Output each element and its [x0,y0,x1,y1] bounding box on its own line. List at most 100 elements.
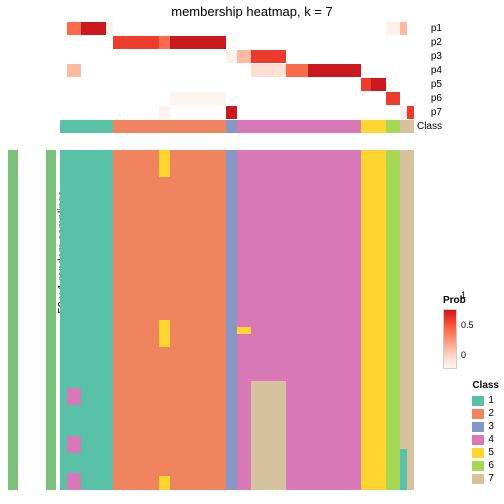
heatmap-column [361,150,372,490]
class-label: 7 [488,473,494,484]
heatmap-cell [170,22,227,35]
heatmap-cell [60,22,67,35]
heatmap-cell [226,50,237,63]
class-swatch [472,409,484,419]
heatmap-cell [113,64,159,77]
heatmap-cell [308,50,319,63]
heatmap-cell [226,78,237,91]
class-legend-row: 1 [472,394,499,407]
heatmap-cell [67,92,81,105]
heatmap-cell [371,50,385,63]
heatmap-cell [81,64,106,77]
heatmap-cell [308,22,319,35]
heatmap-cell [113,36,159,49]
heatmap-cell [237,36,251,49]
heatmap-segment [237,327,251,334]
heatmap-cell [286,106,307,119]
prob-legend-tick: 0.5 [461,320,474,330]
heatmap-cell [159,64,170,77]
heatmap-cell [407,92,414,105]
prob-legend: Prob 00.51 [443,295,499,369]
heatmap-cell [386,22,400,35]
heatmap-cell [407,64,414,77]
heatmap-cell [361,78,372,91]
heatmap-cell [400,64,407,77]
heatmap-cell [286,78,307,91]
heatmap-segment [67,388,81,405]
class-legend-row: 7 [472,472,499,485]
heatmap-cell [308,120,319,133]
prob-legend-tick: 0 [461,350,466,360]
heatmap-cell [226,92,237,105]
heatmap-cell [170,36,227,49]
heatmap-cell [371,92,385,105]
heatmap-cell [237,120,251,133]
heatmap-cell [361,64,372,77]
sampling-sidebar-outer [8,150,18,490]
heatmap-cell [106,22,113,35]
heatmap-column [371,150,385,490]
heatmap-cell [286,36,307,49]
main-heatmap [60,150,414,490]
heatmap-cell [159,50,170,63]
row-label: p4 [431,65,442,76]
heatmap-cell [81,50,106,63]
heatmap-cell [170,92,227,105]
heatmap-cell [318,36,360,49]
heatmap-column [308,150,319,490]
class-swatch [472,448,484,458]
heatmap-cell [226,36,237,49]
row-label: Class [417,121,442,132]
heatmap-cell [286,92,307,105]
heatmap-cell [106,50,113,63]
class-label: 3 [488,421,494,432]
heatmap-cell [60,106,67,119]
heatmap-cell [251,92,286,105]
class-legend-row: 5 [472,446,499,459]
heatmap-column [407,150,414,490]
heatmap-cell [67,64,81,77]
heatmap-segment [67,436,81,453]
heatmap-segment [251,381,286,490]
prob-legend-title: Prob [443,295,499,306]
heatmap-cell [81,106,106,119]
heatmap-cell [407,106,414,119]
heatmap-cell [400,106,407,119]
heatmap-cell [60,92,67,105]
heatmap-cell [226,64,237,77]
heatmap-cell [113,92,159,105]
heatmap-column [60,150,67,490]
heatmap-cell [159,36,170,49]
heatmap-cell [318,92,360,105]
sampling-sidebar-inner [46,150,56,490]
heatmap-cell [361,50,372,63]
row-label: p6 [431,93,442,104]
heatmap-cell [81,78,106,91]
heatmap-cell [106,120,113,133]
heatmap-cell [170,120,227,133]
heatmap-cell [106,36,113,49]
heatmap-cell [237,78,251,91]
heatmap-cell [361,92,372,105]
heatmap-cell [237,64,251,77]
heatmap-cell [237,92,251,105]
heatmap-cell [407,50,414,63]
heatmap-column [400,150,407,490]
heatmap-column [286,150,307,490]
heatmap-cell [400,92,407,105]
class-swatch [472,461,484,471]
heatmap-cell [60,120,67,133]
class-legend-row: 2 [472,407,499,420]
row-label: p5 [431,79,442,90]
heatmap-cell [60,36,67,49]
heatmap-cell [60,50,67,63]
heatmap-cell [407,120,414,133]
heatmap-cell [371,22,385,35]
heatmap-cell [67,106,81,119]
heatmap-cell [308,92,319,105]
class-label: 2 [488,408,494,419]
heatmap-cell [308,78,319,91]
heatmap-cell [106,78,113,91]
class-swatch [472,396,484,406]
heatmap-column [386,150,400,490]
